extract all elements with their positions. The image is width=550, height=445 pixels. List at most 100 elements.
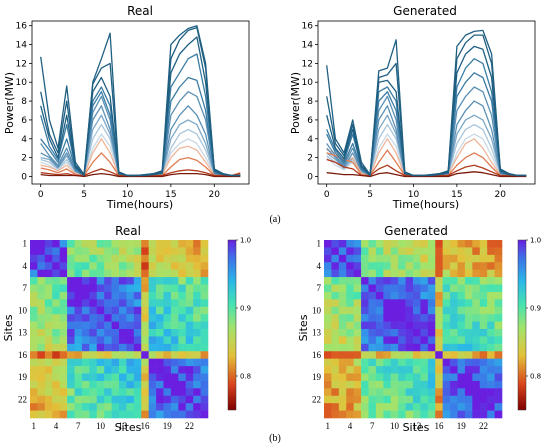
heatmap-cell — [346, 358, 354, 367]
x-axis-label: Time(hours) — [392, 198, 459, 211]
heatmap-cell — [383, 351, 392, 359]
heatmap-cell — [170, 247, 179, 256]
heatmap-cell — [464, 410, 473, 419]
heatmap-cell — [141, 254, 149, 263]
heatmap-cell — [479, 351, 488, 359]
heatmap-cell — [398, 351, 406, 359]
y-axis-label: Power(MW) — [289, 72, 302, 134]
heatmap-cell — [170, 410, 179, 419]
heatmap-cell — [472, 306, 481, 315]
heatmap-cell — [368, 336, 377, 345]
heatmap-cell — [390, 380, 399, 389]
heatmap-cell — [81, 240, 90, 248]
heatmap-cell — [413, 247, 421, 256]
heatmap-cell — [464, 269, 473, 278]
heatmap-cell — [442, 403, 451, 411]
heatmap-cell — [368, 314, 377, 322]
heatmap-cell — [111, 329, 120, 337]
heatmap-cell — [331, 395, 340, 404]
x-tick-label: 1 — [325, 421, 330, 431]
heatmap-cell — [420, 366, 429, 374]
heatmap-cell — [200, 343, 209, 352]
heatmap-cell — [126, 321, 135, 330]
heatmap-cell — [390, 343, 399, 352]
heatmap-cell — [200, 403, 209, 411]
heatmap-cell — [464, 306, 473, 315]
heatmap-cell — [104, 358, 112, 367]
heatmap-cell — [178, 306, 187, 315]
heatmap-cell — [338, 373, 347, 382]
heatmap-cell — [435, 373, 443, 382]
heatmap-cell — [156, 403, 164, 411]
heatmap-cell — [442, 284, 451, 293]
heatmap-cell — [170, 269, 179, 278]
heatmap-cell — [170, 329, 179, 337]
heatmap-cell — [59, 277, 68, 285]
heatmap-cell — [104, 336, 112, 345]
heatmap-cell — [141, 336, 149, 345]
heatmap-cell — [361, 269, 369, 278]
heatmap-cell — [67, 254, 75, 263]
heatmap-cell — [405, 262, 414, 270]
heatmap-cell — [30, 373, 38, 382]
heatmap-cell — [193, 306, 201, 315]
heatmap-cell — [119, 343, 127, 352]
heatmap-cell — [420, 284, 429, 293]
heatmap-cell — [457, 306, 466, 315]
heatmap-cell — [472, 388, 481, 397]
heatmap-cell — [104, 343, 112, 352]
heatmap-cell — [133, 403, 142, 411]
heatmap-cell — [413, 329, 421, 337]
heatmap-cell — [185, 395, 194, 404]
heatmap-cell — [494, 247, 503, 256]
heatmap-cell — [126, 284, 135, 293]
heatmap-cell — [353, 395, 362, 404]
heatmap-cell — [457, 269, 466, 278]
heatmap-cell — [338, 277, 347, 285]
heatmap-cell — [59, 321, 68, 330]
heatmap-cell — [96, 395, 105, 404]
heatmap-cell — [81, 277, 90, 285]
heatmap-cell — [450, 314, 458, 322]
heatmap-cell — [67, 366, 75, 374]
heatmap-cell — [185, 403, 194, 411]
heatmap-cell — [96, 284, 105, 293]
heatmap-cell — [383, 395, 392, 404]
heatmap-cell — [368, 388, 377, 397]
heatmap-cell — [133, 240, 142, 248]
heatmap-cell — [442, 254, 451, 263]
heatmap-cell — [126, 358, 135, 367]
heatmap-cell — [353, 366, 362, 374]
heatmap-cell — [353, 240, 362, 248]
heatmap-cell — [442, 299, 451, 308]
heatmap-cell — [141, 395, 149, 404]
heatmap-cell — [185, 373, 194, 382]
heatmap-cell — [494, 343, 503, 352]
heatmap-cell — [398, 373, 406, 382]
x-tick-label: 5 — [367, 190, 373, 200]
heatmap-cell — [104, 395, 112, 404]
heatmap-cell — [193, 343, 201, 352]
heatmap-cell — [383, 329, 392, 337]
heatmap-cell — [52, 277, 60, 285]
heatmap-cell — [435, 343, 443, 352]
heatmap-cell — [193, 291, 201, 300]
series-line — [326, 171, 527, 178]
x-axis: 0 5 10 15 20 — [324, 184, 506, 200]
heatmap-cell — [148, 277, 157, 285]
heatmap-cell — [170, 306, 179, 315]
heatmap-cell — [346, 269, 354, 278]
heatmap-cell — [368, 284, 377, 293]
heatmap-cell — [141, 373, 149, 382]
heatmap-cell — [338, 343, 347, 352]
heatmap-cell — [104, 366, 112, 374]
heatmap-cell — [67, 321, 75, 330]
heatmap-cell — [104, 262, 112, 270]
heatmap-cell — [44, 351, 53, 359]
heatmap-cell — [324, 269, 332, 278]
heatmap-cell — [331, 277, 340, 285]
heatmap-cell — [185, 269, 194, 278]
heatmap-cell — [52, 254, 60, 263]
heatmap-cell — [104, 269, 112, 278]
heatmap-cell — [450, 343, 458, 352]
